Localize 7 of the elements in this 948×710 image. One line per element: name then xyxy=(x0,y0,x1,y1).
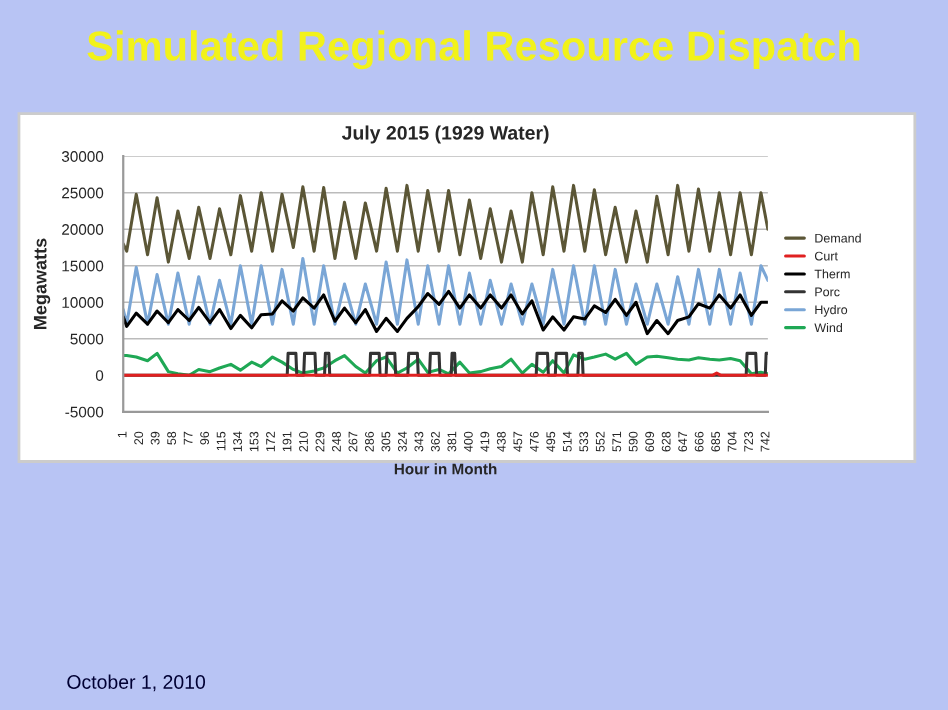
line-series xyxy=(123,289,768,336)
chart-subtitle: July 2015 (1929 Water) xyxy=(341,125,549,144)
line-series xyxy=(123,256,768,326)
text: October 1, 2010 xyxy=(67,674,206,692)
line-series xyxy=(123,183,768,264)
chart-title: Simulated Regional Resource Dispatch xyxy=(87,30,860,70)
y-axis-title: Megawatts xyxy=(33,238,51,329)
